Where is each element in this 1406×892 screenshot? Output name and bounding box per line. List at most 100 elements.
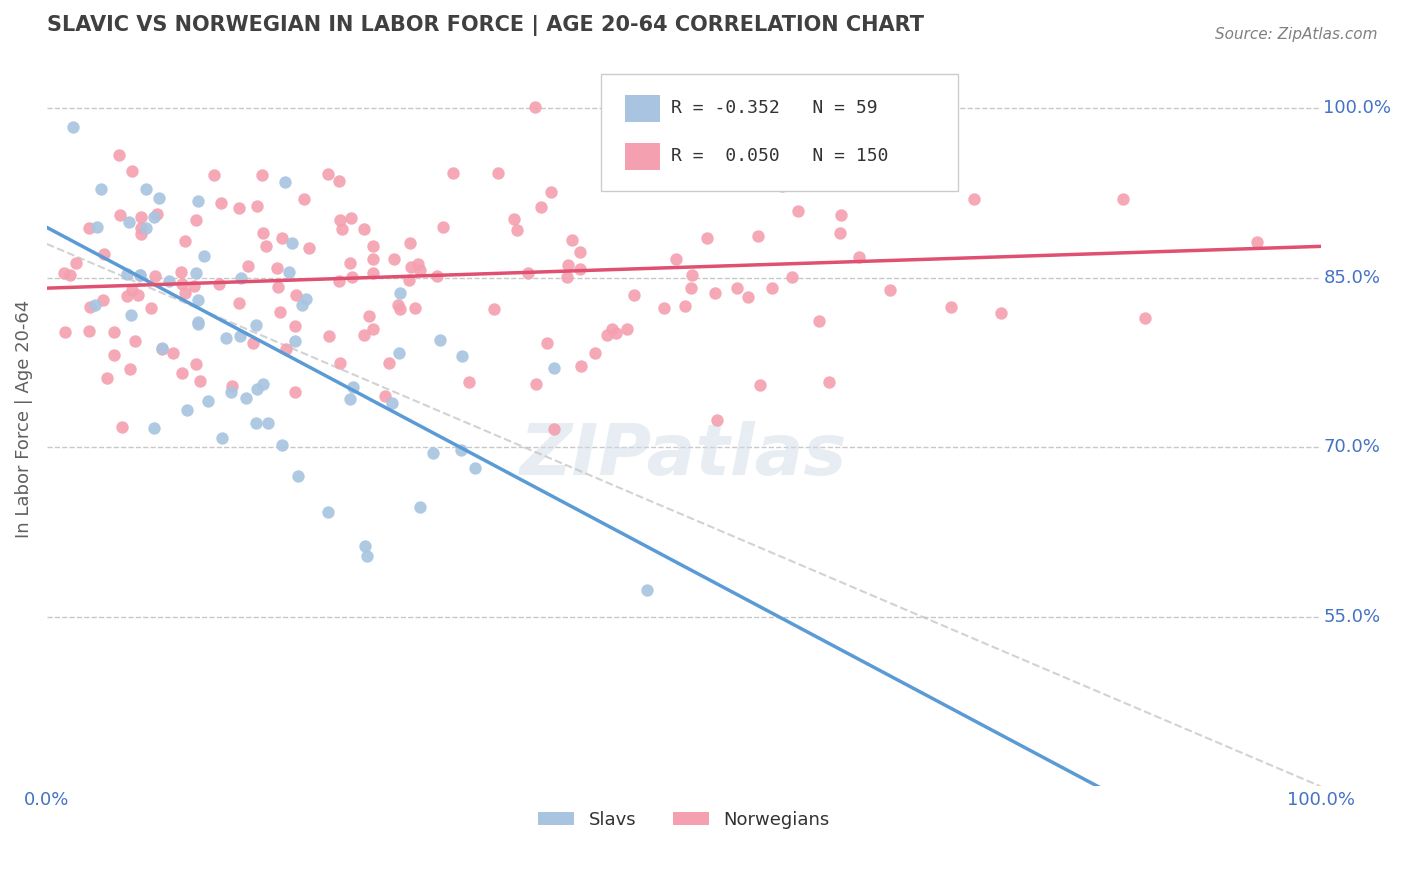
Point bbox=[84, 298, 107, 312]
Point bbox=[557, 258, 579, 272]
Point bbox=[506, 223, 529, 237]
Point bbox=[208, 277, 231, 291]
Point bbox=[284, 334, 307, 349]
Point bbox=[281, 236, 304, 251]
Point bbox=[770, 178, 793, 193]
Point bbox=[103, 326, 125, 340]
Point bbox=[120, 362, 142, 376]
Point bbox=[339, 211, 361, 225]
Point bbox=[733, 153, 755, 168]
Point bbox=[354, 539, 377, 553]
Point bbox=[665, 252, 688, 267]
Point bbox=[173, 234, 195, 248]
Point bbox=[188, 374, 211, 388]
Point bbox=[121, 164, 143, 178]
Point bbox=[329, 212, 352, 227]
Point bbox=[246, 382, 269, 396]
Point bbox=[128, 268, 150, 282]
Point bbox=[316, 505, 339, 519]
Point bbox=[524, 377, 547, 392]
Point bbox=[828, 226, 851, 240]
Point bbox=[557, 270, 579, 285]
Legend: Slavs, Norwegians: Slavs, Norwegians bbox=[531, 804, 837, 836]
Point bbox=[90, 182, 112, 196]
Point bbox=[706, 413, 728, 427]
Point bbox=[284, 384, 307, 399]
Point bbox=[127, 287, 149, 301]
Point bbox=[118, 215, 141, 229]
Point bbox=[77, 221, 100, 235]
Point bbox=[221, 379, 243, 393]
Point bbox=[186, 357, 208, 371]
Point bbox=[782, 269, 804, 284]
Point bbox=[636, 582, 658, 597]
Point bbox=[187, 293, 209, 308]
Point bbox=[142, 210, 165, 224]
Point bbox=[399, 236, 422, 251]
Point bbox=[704, 286, 727, 301]
Point bbox=[328, 173, 350, 187]
Point bbox=[830, 208, 852, 222]
Point bbox=[141, 301, 163, 316]
Point bbox=[252, 377, 274, 392]
Point bbox=[486, 166, 509, 180]
Point bbox=[696, 230, 718, 244]
Point bbox=[129, 268, 152, 283]
Point bbox=[1246, 235, 1268, 249]
Point bbox=[339, 256, 361, 270]
Point bbox=[173, 286, 195, 301]
Point bbox=[328, 274, 350, 288]
Point bbox=[187, 315, 209, 329]
Point bbox=[356, 549, 378, 563]
Point bbox=[295, 292, 318, 306]
Point bbox=[353, 328, 375, 343]
Point bbox=[157, 274, 180, 288]
Point bbox=[583, 346, 606, 360]
Point bbox=[254, 239, 277, 253]
Point bbox=[238, 259, 260, 273]
Point bbox=[231, 271, 253, 285]
FancyBboxPatch shape bbox=[626, 143, 659, 170]
Point bbox=[388, 346, 411, 360]
Point bbox=[568, 261, 591, 276]
Point bbox=[389, 285, 412, 300]
Point bbox=[135, 181, 157, 195]
Point bbox=[129, 227, 152, 242]
Point bbox=[53, 325, 76, 339]
Point bbox=[332, 221, 354, 235]
Point bbox=[596, 328, 619, 343]
Point bbox=[879, 283, 901, 297]
Point bbox=[363, 252, 385, 266]
Point bbox=[841, 133, 863, 147]
Point bbox=[209, 196, 232, 211]
Point bbox=[540, 185, 562, 199]
Point bbox=[292, 193, 315, 207]
Point bbox=[79, 300, 101, 314]
Text: R = -0.352   N = 59: R = -0.352 N = 59 bbox=[671, 99, 877, 118]
Point bbox=[714, 161, 737, 175]
Point bbox=[187, 194, 209, 209]
Point bbox=[176, 402, 198, 417]
Point bbox=[786, 204, 808, 219]
Point bbox=[250, 168, 273, 182]
Point bbox=[270, 438, 292, 452]
Point bbox=[271, 231, 294, 245]
Point bbox=[536, 335, 558, 350]
Point bbox=[193, 249, 215, 263]
Point bbox=[725, 281, 748, 295]
Point bbox=[115, 267, 138, 281]
Point bbox=[1112, 192, 1135, 206]
Point bbox=[77, 324, 100, 338]
Point bbox=[665, 159, 688, 173]
Point bbox=[406, 257, 429, 271]
Point bbox=[135, 220, 157, 235]
Point bbox=[626, 149, 648, 163]
Point bbox=[211, 431, 233, 445]
Point bbox=[245, 318, 267, 333]
Y-axis label: In Labor Force | Age 20-64: In Labor Force | Age 20-64 bbox=[15, 300, 32, 538]
Point bbox=[170, 277, 193, 292]
Point bbox=[388, 301, 411, 316]
Point bbox=[124, 334, 146, 349]
Point bbox=[361, 266, 384, 280]
Point bbox=[426, 268, 449, 283]
